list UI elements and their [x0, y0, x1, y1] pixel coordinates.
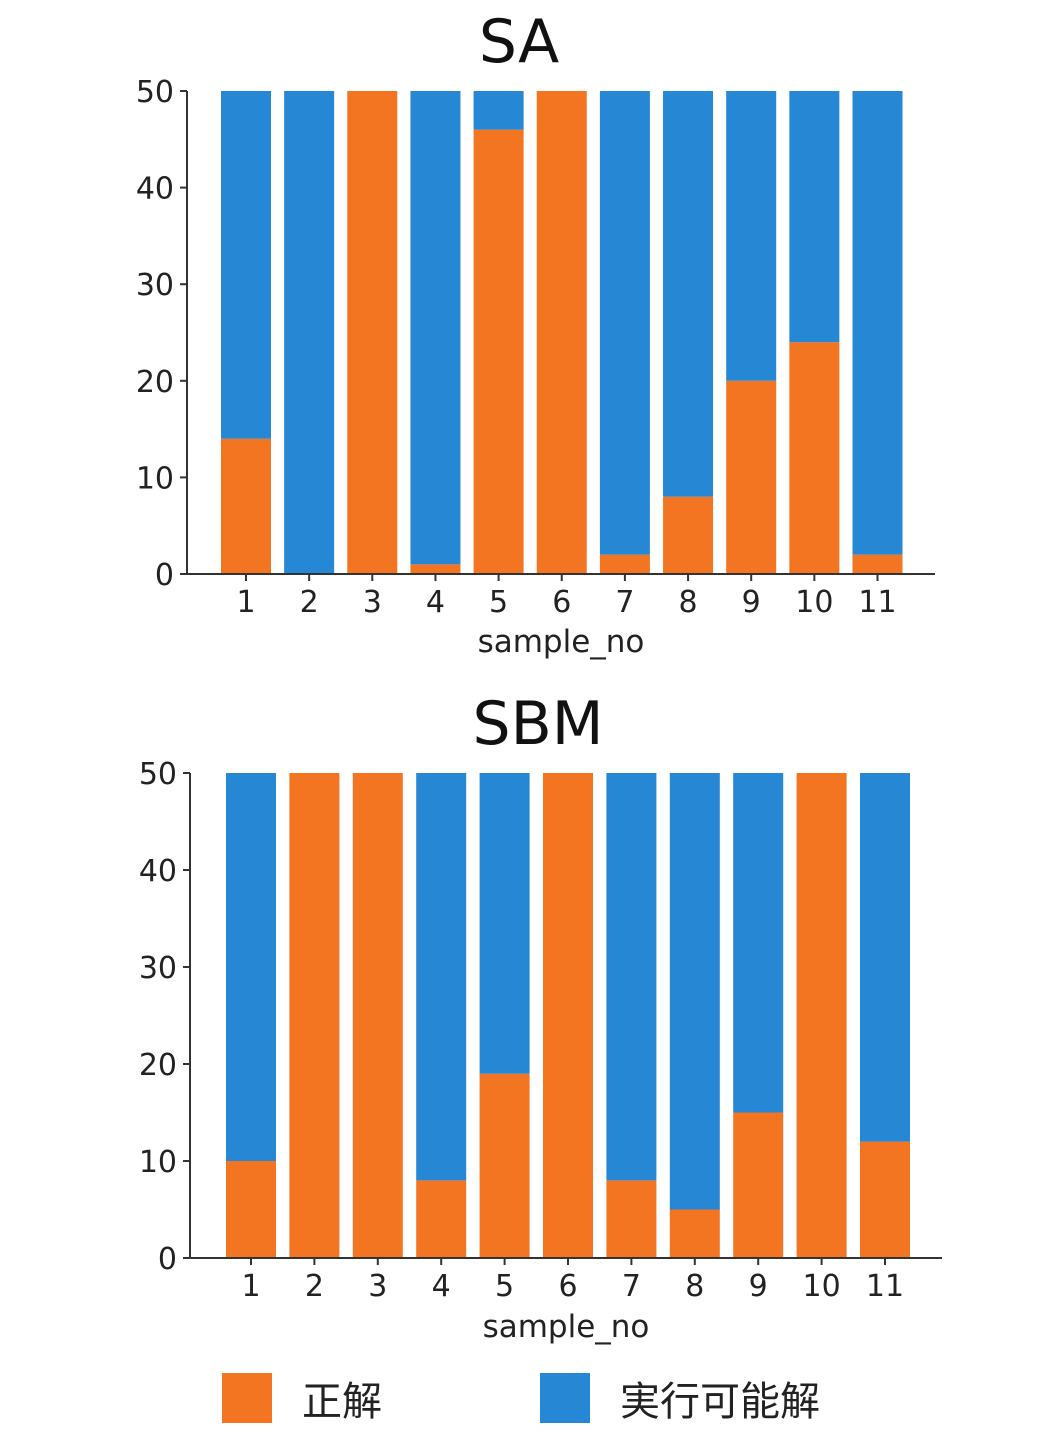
sa-x-tick-label: 7	[615, 585, 634, 620]
sbm-bar-feasible-8	[669, 773, 720, 1210]
sbm-y-tick-label: 40	[139, 854, 177, 889]
legend-label-correct: 正解	[302, 1379, 382, 1425]
sa-x-tick-label: 5	[489, 585, 508, 620]
sa-bar-correct-11	[852, 554, 903, 574]
legend: 正解 実行可能解	[0, 1372, 1047, 1428]
sa-x-tick-label: 6	[552, 585, 571, 620]
sbm-x-tick-label: 5	[495, 1269, 514, 1304]
sa-bar-correct-10	[789, 342, 840, 574]
sbm-x-tick-label: 4	[432, 1269, 451, 1304]
sa-chart-title: SA	[479, 7, 559, 77]
sbm-bar-correct-4	[416, 1180, 467, 1258]
sa-y-tick-label: 20	[136, 365, 174, 400]
sa-x-tick-label: 3	[363, 585, 382, 620]
sa-bar-feasible-8	[663, 91, 714, 497]
sbm-x-tick-label: 2	[305, 1269, 324, 1304]
sbm-y-tick-label: 30	[139, 951, 177, 986]
sa-x-tick-label: 11	[858, 585, 896, 620]
sbm-x-axis-label: sample_no	[483, 1309, 650, 1345]
sa-x-tick-label: 8	[679, 585, 698, 620]
sbm-bar-correct-6	[543, 773, 593, 1258]
sbm-chart: SBM 0 10 20 30 40 50 1 2 3 4 5 6 7 8 9 10 11 sample_no	[139, 689, 942, 1345]
sa-chart: SA 0 10 20 30 40 50 1 2 3 4 5 6 7 8 9 10 11 sample_no	[136, 7, 935, 660]
legend-swatch-correct	[222, 1373, 272, 1423]
sbm-chart-title: SBM	[472, 689, 603, 759]
sa-bar-feasible-2	[284, 91, 335, 574]
sa-bar-correct-1	[221, 438, 271, 574]
sa-x-tick-label: 9	[742, 585, 761, 620]
sa-y-tick-label: 10	[136, 461, 174, 496]
sbm-y-tick-label: 0	[158, 1242, 177, 1277]
sbm-x-tick-label: 1	[241, 1269, 260, 1304]
legend-label-feasible: 実行可能解	[620, 1379, 820, 1425]
legend-item-correct: 正解	[222, 1372, 382, 1425]
sbm-bar-correct-3	[352, 773, 403, 1258]
sa-bar-correct-3	[347, 91, 398, 574]
sa-bar-correct-5	[473, 129, 524, 574]
sbm-x-tick-label: 6	[558, 1269, 577, 1304]
sbm-x-tick-label: 9	[749, 1269, 768, 1304]
sbm-bar-feasible-9	[733, 773, 784, 1113]
sa-bar-feasible-11	[852, 91, 903, 555]
sa-y-tick-label: 30	[136, 268, 174, 303]
sbm-bar-correct-2	[289, 773, 340, 1258]
legend-item-feasible: 実行可能解	[540, 1372, 820, 1425]
sa-bar-correct-9	[726, 380, 777, 574]
sa-bar-feasible-1	[221, 91, 271, 439]
sbm-bar-feasible-11	[860, 773, 910, 1142]
sbm-bar-correct-10	[796, 773, 847, 1258]
sbm-y-tick-label: 10	[139, 1145, 177, 1180]
sbm-x-tick-label: 8	[685, 1269, 704, 1304]
sa-bar-feasible-7	[599, 91, 650, 555]
sbm-x-tick-label: 7	[622, 1269, 641, 1304]
sa-bar-feasible-10	[789, 91, 840, 343]
sa-bar-correct-6	[536, 91, 587, 574]
sbm-bar-correct-5	[479, 1073, 530, 1258]
sa-y-tick-label: 0	[155, 558, 174, 593]
sa-x-tick-label: 2	[300, 585, 319, 620]
sbm-bar-correct-7	[606, 1180, 657, 1258]
sbm-y-tick-label: 50	[139, 757, 177, 792]
legend-swatch-feasible	[540, 1373, 590, 1423]
sa-y-tick-label: 50	[136, 75, 174, 110]
sbm-bar-correct-9	[733, 1112, 784, 1258]
sa-x-tick-label: 10	[795, 585, 833, 620]
sbm-bar-correct-8	[669, 1209, 720, 1258]
sbm-x-tick-label: 11	[866, 1269, 904, 1304]
sa-x-tick-label: 1	[236, 585, 255, 620]
sbm-y-tick-label: 20	[139, 1048, 177, 1083]
sa-bar-correct-8	[663, 496, 714, 574]
sa-y-tick-label: 40	[136, 172, 174, 207]
sbm-x-tick-label: 3	[368, 1269, 387, 1304]
sbm-bar-correct-11	[860, 1141, 910, 1258]
sbm-bar-feasible-1	[226, 773, 276, 1161]
sbm-bar-correct-1	[226, 1161, 276, 1258]
sbm-bar-feasible-4	[416, 773, 467, 1181]
sa-bar-correct-4	[410, 564, 461, 574]
sa-x-axis-label: sample_no	[478, 624, 645, 660]
sbm-bar-feasible-7	[606, 773, 657, 1181]
sa-bar-feasible-9	[726, 91, 777, 381]
sa-bar-correct-7	[599, 554, 650, 574]
sbm-x-tick-label: 10	[803, 1269, 841, 1304]
sa-bar-feasible-5	[473, 91, 524, 130]
sa-x-tick-label: 4	[426, 585, 445, 620]
sa-bar-feasible-4	[410, 91, 461, 565]
sbm-bar-feasible-5	[479, 773, 530, 1074]
